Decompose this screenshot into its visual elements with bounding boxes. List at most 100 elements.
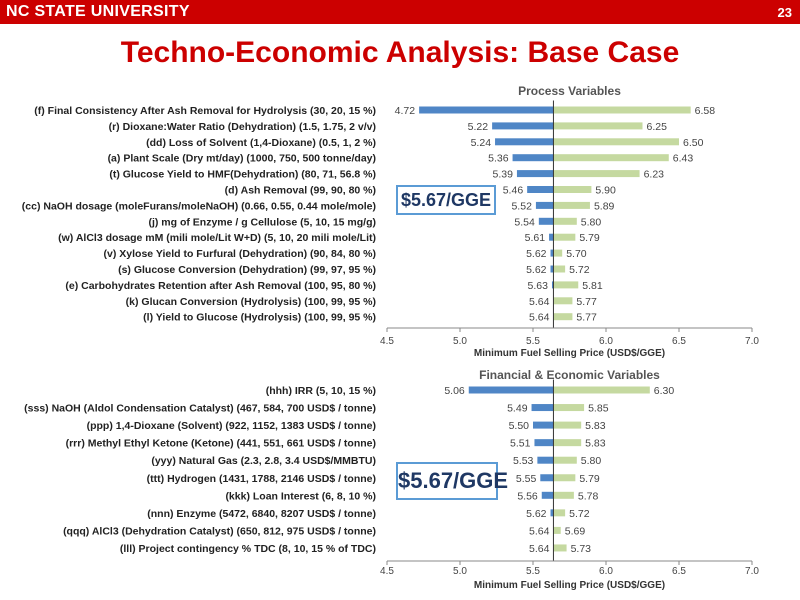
low-bar — [516, 170, 554, 178]
low-bar — [537, 456, 554, 464]
category-label: (yyy) Natural Gas (2.3, 2.8, 3.4 USD$/MM… — [151, 455, 376, 467]
low-bar — [512, 154, 554, 162]
high-bar — [553, 154, 669, 162]
high-bar — [553, 249, 563, 257]
low-value-label: 5.64 — [529, 296, 550, 308]
low-bar — [550, 265, 554, 273]
high-value-label: 5.77 — [576, 296, 597, 308]
high-value-label: 5.90 — [595, 185, 616, 197]
high-value-label: 5.78 — [578, 490, 599, 502]
high-bar — [553, 456, 577, 464]
high-bar — [553, 186, 592, 193]
high-bar — [553, 491, 574, 499]
low-value-label: 5.24 — [471, 137, 492, 149]
low-value-label: 5.55 — [516, 473, 537, 485]
high-bar — [553, 233, 576, 241]
category-label: (d) Ash Removal (99, 90, 80 %) — [225, 185, 376, 197]
high-value-label: 5.79 — [579, 473, 600, 485]
low-value-label: 5.64 — [529, 525, 550, 537]
low-bar — [527, 186, 554, 193]
category-label: (dd) Loss of Solvent (1,4-Dioxane) (0.5,… — [146, 137, 376, 149]
category-label: (j) mg of Enzyme / g Cellulose (5, 10, 1… — [148, 216, 376, 228]
high-value-label: 5.81 — [582, 280, 603, 292]
page-number: 23 — [777, 5, 792, 20]
low-value-label: 5.62 — [526, 508, 547, 520]
low-value-label: 5.64 — [529, 543, 550, 555]
category-label: (r) Dioxane:Water Ratio (Dehydration) (1… — [109, 121, 376, 133]
low-value-label: 5.46 — [503, 185, 524, 197]
high-bar — [553, 404, 585, 412]
high-bar — [553, 526, 561, 534]
x-axis-title: Minimum Fuel Selling Price (USD$/GGE) — [474, 580, 665, 591]
high-value-label: 5.80 — [581, 455, 602, 467]
x-tick-label: 4.5 — [380, 336, 394, 347]
category-label: (f) Final Consistency After Ash Removal … — [34, 105, 376, 117]
x-tick-label: 7.0 — [745, 336, 759, 347]
x-axis-title: Minimum Fuel Selling Price (USD$/GGE) — [474, 348, 665, 359]
low-value-label: 5.64 — [529, 312, 550, 324]
low-value-label: 5.36 — [488, 153, 509, 165]
high-value-label: 6.30 — [654, 385, 675, 397]
high-bar — [553, 106, 691, 114]
category-label: (t) Glucose Yield to HMF(Dehydration) (8… — [109, 169, 376, 181]
low-value-label: 5.56 — [517, 490, 538, 502]
high-bar — [553, 281, 579, 289]
high-value-label: 5.89 — [594, 200, 615, 212]
x-tick-label: 6.5 — [672, 336, 686, 347]
high-value-label: 6.25 — [647, 121, 668, 133]
high-bar — [553, 122, 643, 130]
low-value-label: 5.54 — [514, 216, 535, 228]
chart-title-0: Process Variables — [518, 84, 621, 98]
high-value-label: 5.69 — [565, 525, 586, 537]
low-value-label: 5.06 — [444, 385, 465, 397]
category-label: (qqq) AlCl3 (Dehydration Catalyst) (650,… — [63, 525, 376, 537]
page-title: Techno-Economic Analysis: Base Case — [120, 36, 680, 69]
category-label: (l) Yield to Glucose (Hydrolysis) (100, … — [143, 312, 376, 324]
high-bar — [553, 265, 566, 273]
category-label: (v) Xylose Yield to Furfural (Dehydratio… — [104, 248, 376, 260]
low-bar — [551, 281, 554, 289]
chart-title-1: Financial & Economic Variables — [479, 368, 660, 382]
high-bar — [553, 474, 576, 482]
x-tick-label: 7.0 — [745, 566, 759, 577]
high-value-label: 6.58 — [695, 105, 716, 117]
low-bar — [538, 217, 554, 225]
high-bar — [553, 217, 577, 225]
category-label: (kkk) Loan Interest (6, 8, 10 %) — [225, 490, 376, 502]
low-bar — [495, 138, 554, 146]
category-label: (s) Glucose Conversion (Dehydration) (99… — [118, 264, 376, 276]
low-bar — [541, 491, 554, 499]
high-value-label: 5.72 — [569, 264, 590, 276]
x-tick-label: 5.0 — [453, 566, 467, 577]
university-logo-text: NC STATE UNIVERSITY — [6, 3, 190, 20]
low-bar — [534, 439, 554, 447]
x-tick-label: 6.5 — [672, 566, 686, 577]
base-case-price-box-financial: $5.67/GGE — [396, 462, 508, 500]
high-bar — [553, 509, 566, 517]
category-label: (ppp) 1,4-Dioxane (Solvent) (922, 1152, … — [87, 420, 376, 432]
high-bar — [553, 201, 590, 209]
low-value-label: 5.61 — [525, 232, 546, 244]
high-value-label: 5.79 — [579, 232, 600, 244]
high-bar — [553, 138, 679, 146]
high-value-label: 5.77 — [576, 312, 597, 324]
x-tick-label: 5.0 — [453, 336, 467, 347]
category-label: (rrr) Methyl Ethyl Ketone (Ketone) (441,… — [66, 438, 376, 450]
low-bar — [549, 233, 554, 241]
low-value-label: 5.22 — [468, 121, 489, 133]
low-value-label: 4.72 — [395, 105, 416, 117]
category-label: (a) Plant Scale (Dry mt/day) (1000, 750,… — [108, 153, 376, 165]
high-bar — [553, 386, 650, 394]
low-value-label: 5.51 — [510, 438, 531, 450]
category-label: (k) Glucan Conversion (Hydrolysis) (100,… — [126, 296, 376, 308]
category-label: (nnn) Enzyme (5472, 6840, 8207 USD$ / to… — [147, 508, 376, 520]
low-value-label: 5.50 — [509, 420, 530, 432]
category-label: (sss) NaOH (Aldol Condensation Catalyst)… — [24, 403, 376, 415]
x-tick-label: 4.5 — [380, 566, 394, 577]
high-bar — [553, 297, 573, 305]
low-bar — [492, 122, 554, 130]
high-value-label: 5.83 — [585, 438, 606, 450]
low-value-label: 5.52 — [511, 200, 532, 212]
high-value-label: 5.70 — [566, 248, 587, 260]
